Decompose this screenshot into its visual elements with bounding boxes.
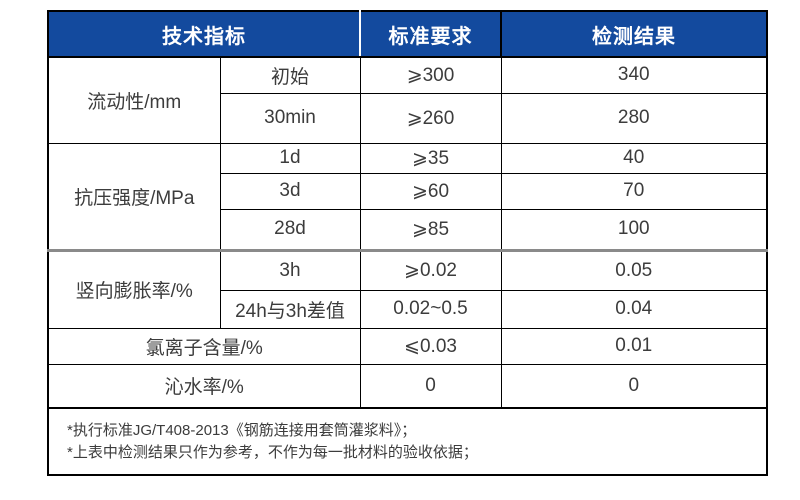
result-cell: 0.04 xyxy=(500,289,768,329)
sub-indicator-cell: 3d xyxy=(219,172,361,210)
indicator-cell-chloride-content: 氯离子含量/% xyxy=(47,327,361,365)
table-row: 竖向膨胀率/% 3h ⩾0.02 0.05 xyxy=(47,248,768,329)
table-row: 沁水率/% 0 0 xyxy=(47,363,768,409)
table-row: 28d ⩾85 100 xyxy=(48,208,768,251)
standard-cell: ⩾85 xyxy=(359,208,502,251)
note-line-disclaimer: *上表中检测结果只作为参考，不作为每一批材料的验收依据； xyxy=(67,443,478,461)
standard-cell: ⩾300 xyxy=(359,56,502,94)
notes-row: *执行标准JG/T408-2013《钢筋连接用套筒灌浆料》； *上表中检测结果只… xyxy=(47,407,768,476)
column-header-technical-indicator: 技术指标 xyxy=(48,11,361,58)
indicator-cell-compressive-strength: 抗压强度/MPa xyxy=(47,142,221,251)
column-header-standard-requirement: 标准要求 xyxy=(360,11,502,58)
column-header-test-result: 检测结果 xyxy=(501,11,767,58)
result-cell: 0 xyxy=(500,363,768,409)
standard-cell: ⩾60 xyxy=(359,172,502,210)
sub-indicator-cell: 1d xyxy=(219,142,361,174)
header-row: 技术指标 标准要求 检测结果 xyxy=(48,11,767,58)
result-cell: 100 xyxy=(500,208,768,251)
table-row: 30min ⩾260 280 xyxy=(48,92,768,144)
sub-indicator-cell: 30min xyxy=(219,92,361,144)
standard-cell: ⩾260 xyxy=(359,92,502,144)
technical-spec-table: 技术指标 标准要求 检测结果 流动性/mm 初始 ⩾300 340 30min … xyxy=(47,10,768,476)
notes-cell: *执行标准JG/T408-2013《钢筋连接用套筒灌浆料》； *上表中检测结果只… xyxy=(47,407,768,476)
table-row: 流动性/mm 初始 ⩾300 340 xyxy=(47,56,768,144)
indicator-cell-flowability: 流动性/mm xyxy=(47,56,221,144)
table-row: 24h与3h差值 0.02~0.5 0.04 xyxy=(48,289,768,329)
table-row: 氯离子含量/% ⩽0.03 0.01 xyxy=(47,327,768,365)
indicator-cell-vertical-expansion: 竖向膨胀率/% xyxy=(47,248,221,329)
table-row: 3d ⩾60 70 xyxy=(48,172,768,210)
note-line-standard: *执行标准JG/T408-2013《钢筋连接用套筒灌浆料》； xyxy=(67,421,417,439)
result-cell: 70 xyxy=(500,172,768,210)
standard-cell: ⩽0.03 xyxy=(359,327,502,365)
result-cell: 0.01 xyxy=(500,327,768,365)
table-row: 抗压强度/MPa 1d ⩾35 40 xyxy=(47,142,768,251)
result-cell: 280 xyxy=(500,92,768,144)
standard-cell: ⩾0.02 xyxy=(359,248,502,291)
standard-cell: 0.02~0.5 xyxy=(359,289,502,329)
standard-cell: 0 xyxy=(359,363,502,409)
result-cell: 40 xyxy=(500,142,768,174)
result-cell: 340 xyxy=(500,56,768,94)
indicator-cell-bleeding-rate: 沁水率/% xyxy=(47,363,361,409)
sub-indicator-cell: 3h xyxy=(219,248,361,291)
standard-cell: ⩾35 xyxy=(359,142,502,174)
sub-indicator-cell: 28d xyxy=(219,208,361,251)
sub-indicator-cell: 初始 xyxy=(219,56,361,94)
sub-indicator-cell: 24h与3h差值 xyxy=(219,289,361,329)
spec-table-container: 技术指标 标准要求 检测结果 流动性/mm 初始 ⩾300 340 30min … xyxy=(47,10,768,476)
result-cell: 0.05 xyxy=(500,248,768,291)
